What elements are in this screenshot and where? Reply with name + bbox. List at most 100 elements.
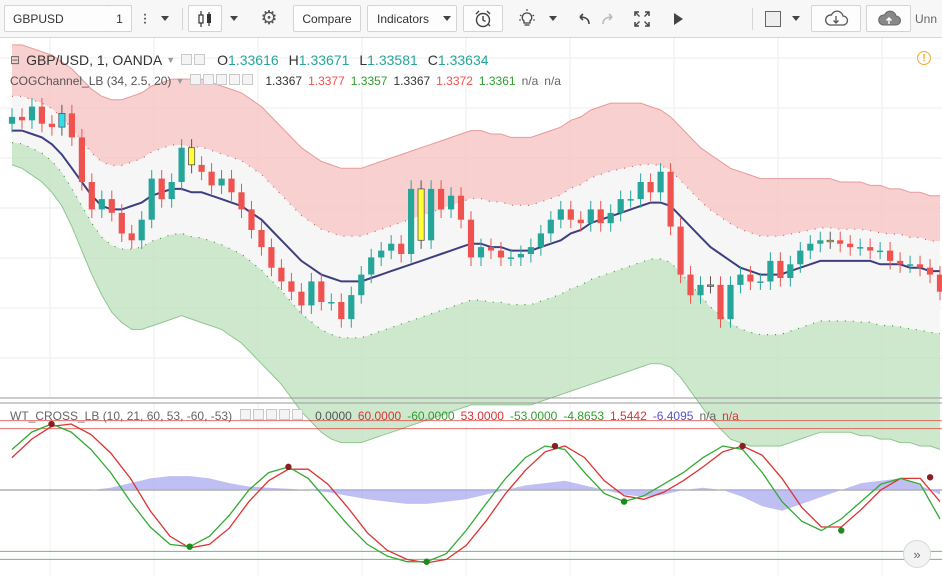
candle (318, 272, 325, 311)
candle-body (228, 178, 235, 193)
candles (8, 98, 942, 328)
unnamed-label: Unn (915, 11, 938, 26)
legend-collapse-icon[interactable]: ⊟ (10, 53, 21, 67)
wt-cross-marker (285, 463, 292, 471)
chart-style-button[interactable] (188, 5, 222, 32)
candle-body (58, 113, 66, 128)
candle (268, 238, 275, 277)
candle-body (537, 233, 544, 248)
legend-buttons[interactable] (190, 74, 255, 88)
candle (517, 245, 524, 266)
candle-body (408, 188, 415, 254)
candle (128, 224, 135, 249)
undo-icon[interactable] (570, 5, 596, 32)
wt-histogram-area (12, 476, 940, 511)
candle (647, 173, 654, 201)
candle-body (597, 209, 604, 224)
ohlc-close: C1.33634 (427, 52, 489, 68)
candle-body (118, 212, 125, 234)
main-series-legend: ⊟ GBP/USD, 1, OANDA ▼ O1.33616 H1.33671 … (10, 52, 495, 68)
unnamed-layout-button[interactable]: Unn (914, 5, 942, 32)
candle (657, 163, 664, 201)
candle-body (587, 209, 594, 224)
candle-body (68, 113, 75, 138)
candle (118, 204, 125, 242)
legend-dropdown-icon[interactable]: ▼ (166, 55, 176, 65)
wt-value: -4.8653 (563, 409, 605, 423)
interval-text: 1 (116, 11, 123, 26)
candle (388, 235, 395, 260)
scroll-to-realtime-button[interactable]: » (903, 540, 931, 568)
candle-body (547, 219, 554, 234)
cloud-load-button[interactable] (811, 5, 861, 32)
cog-value: n/a (521, 74, 539, 88)
candle-body (657, 171, 664, 193)
candle-body (567, 209, 574, 220)
candle (88, 173, 95, 218)
indicators-dropdown-icon[interactable] (437, 5, 457, 32)
candle-body (887, 250, 894, 261)
alert-button[interactable] (463, 5, 503, 32)
candle (557, 200, 564, 229)
layout-dropdown-icon[interactable] (787, 5, 805, 32)
chart-area[interactable] (0, 38, 942, 582)
candle (18, 108, 26, 129)
candle (607, 204, 614, 232)
candle-body (218, 178, 225, 186)
legend-buttons[interactable] (181, 52, 207, 68)
candle-body (697, 284, 704, 296)
candle (787, 255, 794, 287)
wt-value: 60.0000 (357, 409, 402, 423)
candle (38, 98, 45, 133)
candle-body (867, 247, 874, 251)
candle (826, 231, 834, 249)
layout-square-icon[interactable] (759, 5, 787, 32)
candle (258, 221, 265, 256)
bulb-icon[interactable] (512, 5, 542, 32)
bulb-dropdown-icon[interactable] (543, 5, 563, 32)
indicators-button[interactable]: Indicators (367, 5, 457, 32)
compare-button[interactable]: Compare (293, 5, 361, 32)
candle-body (477, 247, 485, 258)
candle (677, 218, 684, 284)
candle-body (577, 219, 584, 224)
candle (547, 211, 554, 242)
cog-lower-line (11, 164, 941, 450)
candle (238, 183, 245, 218)
wt-cross-legend: WT_CROSS_LB (10, 21, 60, 53, -60, -53) 0… (10, 409, 745, 423)
chart-style-dropdown-icon[interactable] (224, 5, 244, 32)
candle (457, 187, 465, 229)
candle-body (8, 116, 16, 124)
candle-body (198, 164, 205, 172)
candle (178, 139, 185, 191)
ohlc-high: H1.33671 (288, 52, 350, 68)
candle (877, 242, 884, 260)
candle (408, 180, 415, 263)
candle-body (487, 247, 495, 251)
legend-dropdown-icon[interactable]: ▼ (175, 76, 185, 86)
candle (797, 242, 804, 273)
settings-gear-icon[interactable]: ⚙ (260, 8, 278, 29)
cog-center-line (12, 129, 940, 283)
interval-button[interactable]: 1 (108, 5, 132, 32)
warning-icon[interactable]: ! (917, 51, 931, 65)
cog-title: COGChannel_LB (34, 2.5, 20) (10, 74, 172, 88)
wt-lines (11, 423, 941, 564)
legend-buttons[interactable] (240, 409, 305, 423)
more-intervals-icon[interactable]: · · · (142, 5, 148, 31)
candle-body (777, 260, 784, 278)
candle-body (497, 250, 505, 258)
candle-body (527, 247, 534, 254)
cloud-save-button[interactable] (866, 5, 911, 32)
replay-play-icon[interactable] (665, 5, 691, 32)
candle-body (907, 264, 914, 266)
candle (777, 252, 784, 287)
candle-body (707, 284, 715, 287)
candle (448, 187, 455, 218)
candle-body (757, 281, 764, 283)
interval-dropdown-icon[interactable] (155, 5, 175, 32)
wt-cross-marker (551, 442, 559, 450)
redo-icon[interactable] (596, 5, 622, 32)
fullscreen-icon[interactable] (628, 5, 656, 32)
candle-body (607, 212, 614, 224)
